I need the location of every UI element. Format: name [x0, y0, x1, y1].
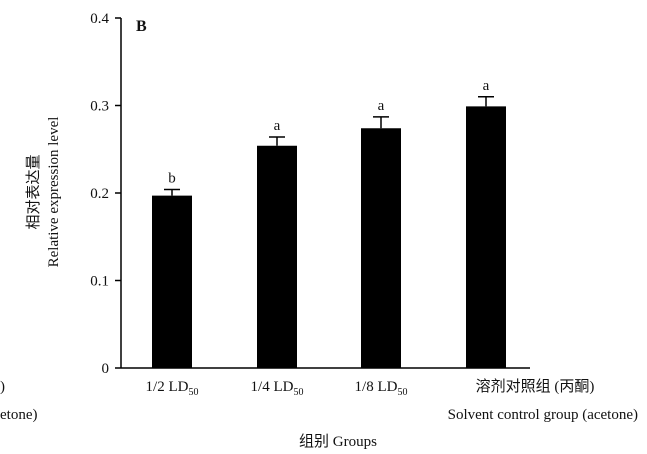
bars: b a a a	[152, 78, 506, 368]
y-axis-label-english: Relative expression level	[46, 117, 62, 268]
cropped-fragment: )	[0, 379, 5, 395]
significance-letter: a	[483, 78, 490, 94]
x-tick-label-main: 1/8 LD	[355, 379, 398, 395]
significance-letter: a	[378, 98, 385, 114]
x-tick-label-line2: Solvent control group (acetone)	[448, 407, 638, 423]
y-axis: 0 0.1 0.2 0.3 0.4	[90, 11, 122, 377]
significance-letter: a	[274, 118, 281, 134]
y-tick-label: 0.3	[90, 99, 109, 115]
x-tick-label: 溶剂对照组 (丙酮)	[476, 378, 595, 395]
x-tick-label: 1/4 LD50	[251, 379, 304, 398]
bar	[361, 128, 401, 368]
y-tick-label: 0.2	[90, 186, 109, 202]
panel-label: B	[136, 18, 147, 35]
bar	[466, 106, 506, 368]
y-tick-label: 0	[102, 361, 110, 377]
y-tick-label: 0.4	[90, 11, 109, 27]
bar	[257, 145, 297, 368]
x-tick-label: 1/8 LD50	[355, 379, 408, 398]
y-axis-label-chinese: 相对表达量	[25, 154, 42, 229]
cropped-fragment: etone)	[0, 407, 37, 423]
x-tick-label-subscript: 50	[397, 387, 407, 398]
y-tick-label: 0.1	[90, 274, 109, 290]
bar	[152, 195, 192, 368]
x-tick-label-main: 溶剂对照组 (丙酮)	[476, 378, 595, 395]
x-tick-label: 1/2 LD50	[146, 379, 199, 398]
x-tick-label-main: 1/4 LD	[251, 379, 294, 395]
x-tick-label-subscript: 50	[293, 387, 303, 398]
significance-letter: b	[168, 171, 176, 187]
x-tick-label-main: 1/2 LD	[146, 379, 189, 395]
cropped-left-label-fragments: ) etone)	[0, 379, 37, 423]
x-axis-label: 组别 Groups	[299, 433, 377, 450]
x-tick-label-subscript: 50	[188, 387, 198, 398]
category-labels: 1/2 LD50 1/4 LD50 1/8 LD50 溶剂对照组 (丙酮)Solven…	[146, 378, 638, 423]
